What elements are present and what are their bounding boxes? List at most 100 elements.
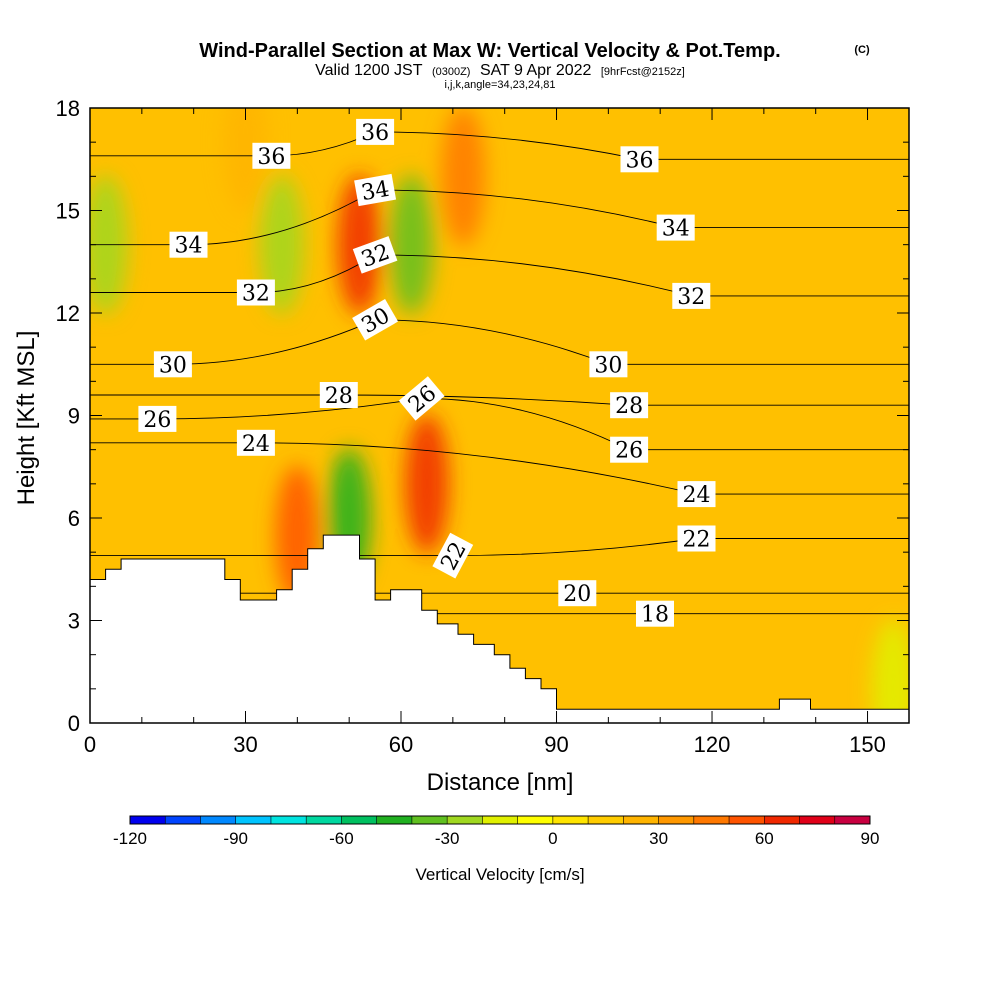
colorbar-tick-label: -90 [223,829,248,848]
contour-label-box [352,236,398,274]
contour-label-32: 32 [236,279,275,307]
colorbar-segment [764,816,801,824]
contour-label-box [354,173,397,207]
contour-label-text: 18 [641,603,669,628]
colorbar-segment [799,816,836,824]
colorbar-segment [376,816,413,824]
colorbar-segment [235,816,272,824]
colorbar-tick-label: 30 [649,829,668,848]
contour-label-36: 36 [356,118,395,146]
velocity-feature-2 [441,108,486,247]
theta-contour-32 [90,254,909,297]
contour-label-box [138,405,177,432]
valid-time-line: Valid 1200 JST (0300Z) SAT 9 Apr 2022 [9… [315,62,685,79]
contour-label-box [558,580,597,607]
colorbar-segment [588,816,624,824]
y-tick-label: 6 [68,506,80,531]
contour-label-box [398,376,445,421]
velocity-feature-9 [871,618,909,723]
colorbar-segment [482,816,519,824]
contour-label-box [589,351,628,378]
chart-title: Wind-Parallel Section at Max W: Vertical… [199,40,780,62]
forecast-info: [9hrFcst@2152z] [601,66,685,78]
contour-label-text: 20 [563,582,591,607]
contour-label-text: 36 [626,148,654,173]
contour-label-34: 34 [169,231,208,259]
velocity-feature-8 [223,108,268,213]
contour-label-36: 36 [620,146,659,173]
terrain [90,534,909,723]
y-tick-label: 18 [56,96,80,121]
contour-label-24: 24 [677,481,716,508]
contour-label-box [352,299,399,341]
contour-label-text: 28 [325,384,353,409]
colorbar-segment [200,816,237,824]
contour-label-30: 30 [589,351,628,378]
colorbar-tick-label: 0 [548,829,557,848]
contour-label-box [432,532,474,579]
contour-label-24: 24 [236,429,275,457]
y-axis-label: Height [Kft MSL] [13,331,40,506]
contour-label-text: 34 [175,234,203,259]
contour-label-text: 22 [683,528,711,553]
y-tick-label: 9 [68,404,80,429]
x-axis-label: Distance [nm] [427,769,574,796]
contour-label-28: 28 [610,392,649,419]
copyright-mark: (C) [854,44,870,56]
colorbar-segment [447,816,483,824]
y-tick-label: 0 [68,711,80,736]
contour-label-26: 26 [610,436,649,464]
contour-label-text: 34 [662,217,690,242]
valid-prefix: Valid 1200 JST [315,62,423,79]
colorbar-tick-label: 90 [861,829,880,848]
contour-label-box [169,231,208,258]
contour-label-box [677,481,716,508]
contour-label-28: 28 [319,382,358,409]
colorbar-label: Vertical Velocity [cm/s] [415,865,584,884]
contour-label-text: 24 [242,432,270,457]
contour-label-box [620,146,659,173]
contour-label-box [236,279,275,306]
colorbar-segment [130,816,166,824]
colorbar-segment [341,816,378,824]
colorbar-segment [517,816,554,824]
contour-label-box [236,429,275,456]
colorbar-segment [306,816,342,824]
theta-contour-24 [90,442,909,495]
x-tick-label: 120 [694,732,731,757]
colorbar-segment [165,816,201,824]
colorbar-segment [552,816,589,824]
contour-label-text: 30 [159,353,187,378]
x-axis-ticks: 0 30 60 90 120 150 [84,108,886,757]
contour-label-18: 18 [636,600,674,628]
colorbar-ticks: -120 -90 -60 -30 0 30 60 90 [113,829,879,848]
contour-label-box [356,118,395,145]
contour-label-text: 24 [683,483,711,508]
contour-label-text: 30 [594,353,622,378]
x-tick-label: 90 [544,732,568,757]
colorbar-segment [658,816,695,824]
contour-label-text: 28 [615,394,643,419]
x-tick-label: 30 [233,732,257,757]
colorbar-tick-label: 60 [755,829,774,848]
contour-label-36: 36 [252,142,291,170]
colorbar-frame [129,815,871,825]
y-tick-label: 3 [68,609,80,634]
velocity-feature-1 [404,413,449,554]
theta-contour-28 [90,394,909,406]
velocity-feature-4 [389,174,434,315]
colorbar-tick-label: -60 [329,829,354,848]
colorbar [129,815,871,825]
contour-label-box [672,282,711,309]
contour-label-box [677,525,716,552]
x-tick-label: 150 [849,732,886,757]
contour-label-text: 26 [615,439,643,464]
contour-label-text: 32 [677,285,705,310]
colorbar-tick-label: -120 [113,829,147,848]
valid-date: SAT 9 Apr 2022 [480,62,592,79]
contour-label-text: 26 [143,408,171,433]
